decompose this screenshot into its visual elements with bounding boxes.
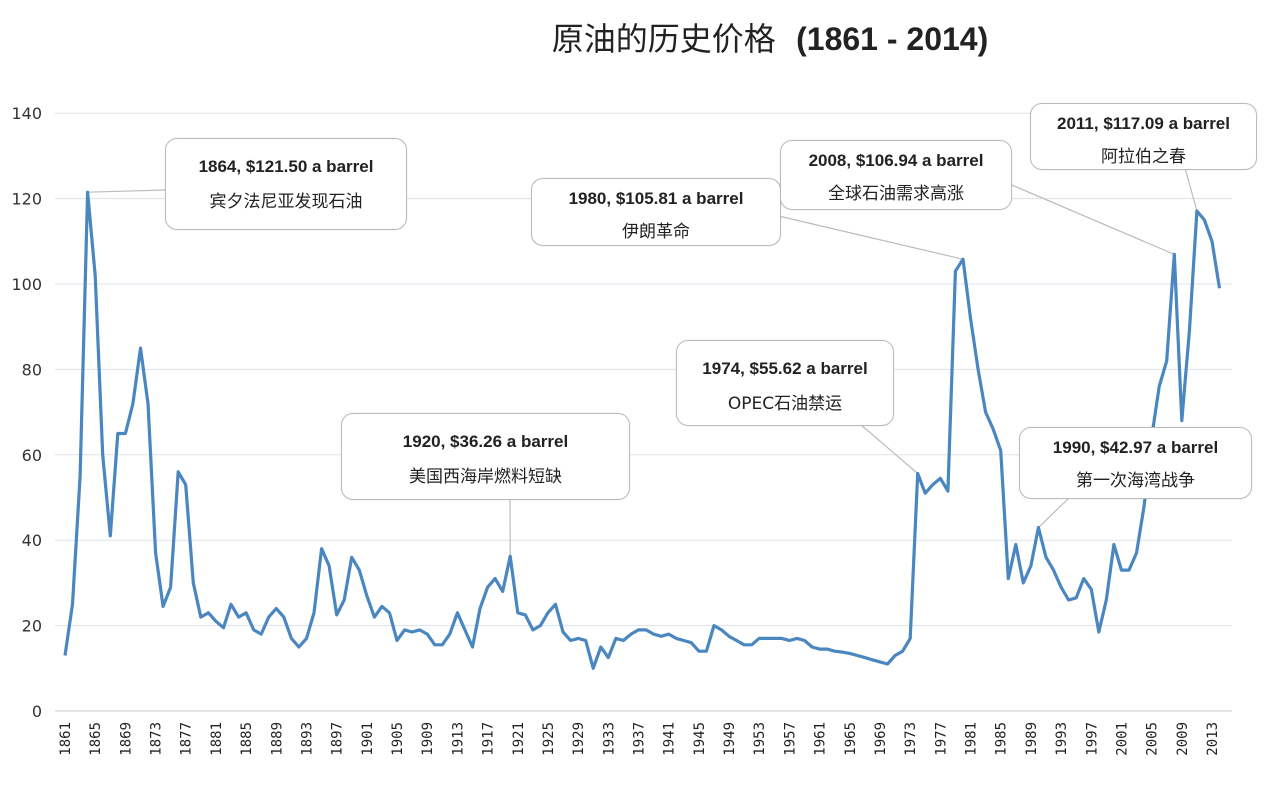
title-years: (1861 - 2014) <box>796 21 989 57</box>
annotation-leader-line <box>1184 167 1198 212</box>
annotation-callout: 1864, $121.50 a barrel 宾夕法尼亚发现石油 <box>165 138 407 230</box>
annotation-note: 宾夕法尼亚发现石油 <box>209 192 363 212</box>
x-tick-label: 2013 <box>1205 722 1221 756</box>
y-tick-label: 100 <box>11 275 42 294</box>
annotation-note: OPEC石油禁运 <box>727 394 843 414</box>
x-tick-label: 1989 <box>1024 722 1040 756</box>
y-tick-label: 20 <box>22 617 42 636</box>
y-tick-label: 120 <box>11 190 42 209</box>
y-tick-label: 0 <box>32 702 42 721</box>
x-tick-label: 1897 <box>330 722 346 756</box>
annotation-note: 美国西海岸燃料短缺 <box>409 467 562 487</box>
x-tick-label: 1953 <box>752 722 768 756</box>
annotation-label: 1990, $42.97 a barrel <box>1052 438 1219 457</box>
y-tick-label: 60 <box>22 446 42 465</box>
annotation-callout: 2011, $117.09 a barrel 阿拉伯之春 <box>1030 103 1257 170</box>
x-tick-label: 1909 <box>420 722 436 756</box>
x-tick-label: 1869 <box>118 722 134 756</box>
annotation-callout: 2008, $106.94 a barrel 全球石油需求高涨 <box>780 140 1012 210</box>
x-tick-label: 1865 <box>88 722 104 756</box>
annotation-label: 2011, $117.09 a barrel <box>1057 114 1230 133</box>
x-tick-label: 1981 <box>964 722 980 756</box>
annotation-note: 第一次海湾战争 <box>1076 471 1195 491</box>
x-tick-label: 1961 <box>813 722 829 756</box>
x-tick-label: 1925 <box>541 722 557 756</box>
x-tick-label: 1937 <box>631 722 647 756</box>
x-tick-label: 1881 <box>209 722 225 756</box>
x-tick-label: 1969 <box>873 722 889 756</box>
x-tick-label: 1949 <box>722 722 738 756</box>
x-tick-label: 1877 <box>179 722 195 756</box>
x-tick-label: 1873 <box>149 722 165 756</box>
annotation-callout: 1990, $42.97 a barrel 第一次海湾战争 <box>1019 427 1252 499</box>
x-tick-label: 1977 <box>933 722 949 756</box>
x-tick-label: 1957 <box>782 722 798 756</box>
x-tick-label: 2005 <box>1145 722 1161 756</box>
chart-title: 原油的历史价格 (1861 - 2014) <box>420 14 1120 60</box>
y-tick-label: 80 <box>22 360 42 379</box>
price-line <box>63 190 1222 670</box>
x-tick-label: 1913 <box>450 722 466 756</box>
x-tick-label: 1885 <box>239 722 255 756</box>
x-tick-label: 1889 <box>269 722 285 756</box>
annotation-callout: 1980, $105.81 a barrel 伊朗革命 <box>531 178 781 246</box>
x-tick-label: 1901 <box>360 722 376 756</box>
x-tick-label: 1993 <box>1054 722 1070 756</box>
x-tick-label: 1917 <box>481 722 497 756</box>
y-tick-label: 40 <box>22 531 42 550</box>
x-tick-label: 1861 <box>58 722 74 756</box>
title-text: 原油的历史价格 <box>551 20 776 58</box>
x-tick-label: 1973 <box>903 722 919 756</box>
x-tick-label: 2009 <box>1175 722 1191 756</box>
annotation-label: 1864, $121.50 a barrel <box>198 157 374 176</box>
x-tick-label: 1985 <box>994 722 1010 756</box>
x-tick-label: 2001 <box>1114 722 1130 756</box>
annotation-callout: 1974, $55.62 a barrel OPEC石油禁运 <box>676 340 894 426</box>
x-tick-label: 1997 <box>1084 722 1100 756</box>
y-tick-label: 140 <box>11 104 42 123</box>
annotation-leader-line <box>859 423 919 474</box>
x-tick-label: 1893 <box>299 722 315 756</box>
annotation-label: 1980, $105.81 a barrel <box>568 189 744 208</box>
x-tick-label: 1921 <box>511 722 527 756</box>
x-tick-label: 1965 <box>843 722 859 756</box>
annotation-label: 1920, $36.26 a barrel <box>402 432 569 451</box>
annotation-leader-line <box>999 179 1175 255</box>
x-tick-label: 1933 <box>601 722 617 756</box>
x-tick-label: 1905 <box>390 722 406 756</box>
x-tick-label: 1929 <box>571 722 587 756</box>
x-tick-label: 1941 <box>662 722 678 756</box>
annotation-leader-line <box>1038 496 1071 528</box>
annotation-label: 1974, $55.62 a barrel <box>702 359 868 378</box>
annotation-leader-line <box>87 189 166 193</box>
annotation-note: 全球石油需求高涨 <box>828 184 964 204</box>
annotation-leader-line <box>769 213 964 260</box>
annotation-note: 伊朗革命 <box>622 222 690 242</box>
annotation-note: 阿拉伯之春 <box>1101 147 1186 167</box>
x-tick-label: 1945 <box>692 722 708 756</box>
annotation-callout: 1920, $36.26 a barrel 美国西海岸燃料短缺 <box>341 413 630 500</box>
annotation-label: 2008, $106.94 a barrel <box>808 151 984 170</box>
